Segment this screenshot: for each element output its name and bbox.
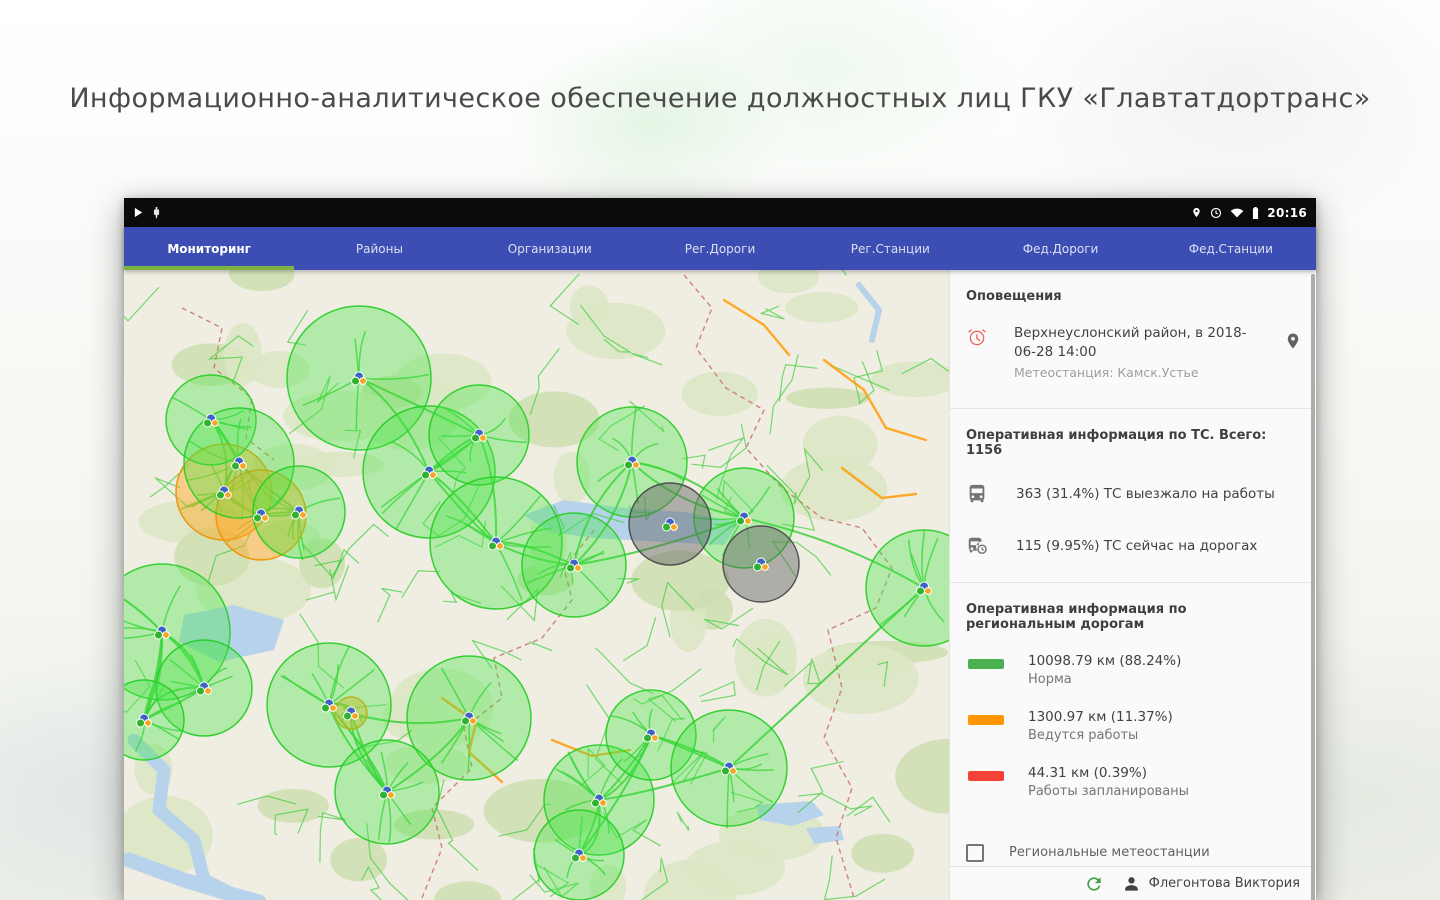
road-legend-row: 1300.97 км (11.37%) Ведутся работы: [950, 698, 1316, 754]
road-legend-row: 10098.79 км (88.24%) Норма: [950, 642, 1316, 698]
station-marker[interactable]: [136, 713, 152, 728]
side-panel: Оповещения Верхнеуслонский район, в 2018…: [949, 270, 1316, 900]
station-marker[interactable]: [216, 485, 232, 500]
legend-label: Работы запланированы: [1028, 783, 1189, 799]
station-marker[interactable]: [488, 536, 504, 551]
station-marker[interactable]: [471, 428, 487, 443]
person-icon: [1122, 874, 1141, 893]
page-title: Информационно-аналитическое обеспечение …: [69, 83, 1371, 114]
vehicles-header: Оперативная информация по ТС. Всего: 115…: [966, 427, 1267, 458]
station-marker[interactable]: [351, 371, 367, 386]
station-marker[interactable]: [379, 785, 395, 800]
coverage-zone-green[interactable]: [865, 529, 949, 647]
usb-debug-icon: [152, 206, 161, 219]
station-marker[interactable]: [662, 517, 678, 532]
station-marker[interactable]: [421, 465, 437, 480]
refresh-icon[interactable]: [1084, 874, 1104, 894]
station-marker[interactable]: [643, 728, 659, 743]
tab-bar: Мониторинг Районы Организации Рег.Дороги Рег…: [124, 227, 1316, 270]
station-marker[interactable]: [753, 557, 769, 572]
station-marker[interactable]: [566, 558, 582, 573]
legend-color-bar: [968, 770, 1004, 781]
tab-1[interactable]: Мониторинг: [124, 227, 295, 270]
station-marker[interactable]: [253, 508, 269, 523]
roads-header: Оперативная информация по региональным д…: [966, 601, 1187, 632]
coverage-zone-green[interactable]: [124, 563, 231, 701]
vehicle-info-text: 363 (31.4%) ТС выезжало на работы: [1016, 485, 1275, 502]
station-marker[interactable]: [736, 511, 752, 526]
pin-icon[interactable]: [1284, 332, 1302, 350]
vehicle-info-row: 363 (31.4%) ТС выезжало на работы: [950, 468, 1316, 520]
status-time: 20:16: [1267, 205, 1307, 220]
tab-7[interactable]: Фед.Станции: [1188, 241, 1273, 256]
user-name: Флегонтова Виктория: [1148, 876, 1300, 891]
divider: [950, 407, 1316, 409]
status-bar: 20:16: [124, 198, 1316, 227]
divider: [950, 581, 1316, 583]
alert-title: Верхнеуслонский район, в 2018-06-28 14:0…: [1014, 325, 1247, 360]
legend-value: 44.31 км (0.39%): [1028, 764, 1147, 781]
tab-3[interactable]: Организации: [507, 241, 592, 256]
road-legend-row: 44.31 км (0.39%) Работы запланированы: [950, 754, 1316, 810]
bus-icon: [966, 483, 990, 505]
wifi-icon: [1230, 207, 1244, 218]
tab-5[interactable]: Рег.Станции: [850, 241, 930, 256]
alerts-header: Оповещения: [966, 289, 1062, 304]
location-icon: [1191, 206, 1202, 219]
play-icon: [133, 207, 144, 218]
scrollbar[interactable]: [1311, 274, 1315, 900]
legend-label: Норма: [1028, 671, 1072, 687]
panel-footer: Флегонтова Виктория: [950, 866, 1316, 900]
map[interactable]: [124, 270, 949, 900]
map-canvas[interactable]: [124, 270, 949, 900]
station-marker[interactable]: [203, 413, 219, 428]
alert-item[interactable]: Верхнеуслонский район, в 2018-06-28 14:0…: [950, 314, 1316, 394]
vehicle-info-text: 115 (9.95%) ТС сейчас на дорогах: [1016, 537, 1258, 554]
clock-icon: [1210, 207, 1222, 219]
bus-clock-icon: [966, 535, 990, 557]
station-marker[interactable]: [571, 848, 587, 863]
user-button[interactable]: Флегонтова Виктория: [1122, 874, 1300, 893]
legend-value: 10098.79 км (88.24%): [1028, 652, 1182, 669]
legend-value: 1300.97 км (11.37%): [1028, 708, 1173, 725]
station-marker[interactable]: [721, 761, 737, 776]
station-marker[interactable]: [916, 581, 932, 596]
station-marker[interactable]: [154, 625, 170, 640]
station-marker[interactable]: [624, 455, 640, 470]
station-marker[interactable]: [231, 456, 247, 471]
app-window: 20:16 Мониторинг Районы Организации Рег.Дор…: [124, 198, 1316, 900]
regional-meteostations-checkbox-row[interactable]: Региональные метеостанции: [950, 832, 1316, 874]
station-marker[interactable]: [321, 698, 337, 713]
checkbox-label: Региональные метеостанции: [1009, 845, 1210, 861]
coverage-zone-green[interactable]: [124, 679, 185, 761]
tab-4[interactable]: Рег.Дороги: [684, 241, 756, 256]
checkbox[interactable]: [966, 843, 984, 862]
alert-subtitle: Метеостанция: Камск.Устье: [1014, 364, 1199, 380]
alarm-icon: [966, 327, 990, 353]
tab-2[interactable]: Районы: [355, 241, 403, 256]
station-marker[interactable]: [291, 505, 307, 520]
station-marker[interactable]: [196, 681, 212, 696]
battery-icon: [1252, 206, 1259, 219]
legend-color-bar: [968, 714, 1004, 725]
vehicle-info-row: 115 (9.95%) ТС сейчас на дорогах: [950, 520, 1316, 572]
legend-color-bar: [968, 658, 1004, 669]
station-marker[interactable]: [591, 793, 607, 808]
legend-label: Ведутся работы: [1028, 727, 1139, 743]
tab-6[interactable]: Фед.Дороги: [1022, 241, 1099, 256]
station-marker[interactable]: [343, 706, 359, 721]
station-marker[interactable]: [461, 711, 477, 726]
